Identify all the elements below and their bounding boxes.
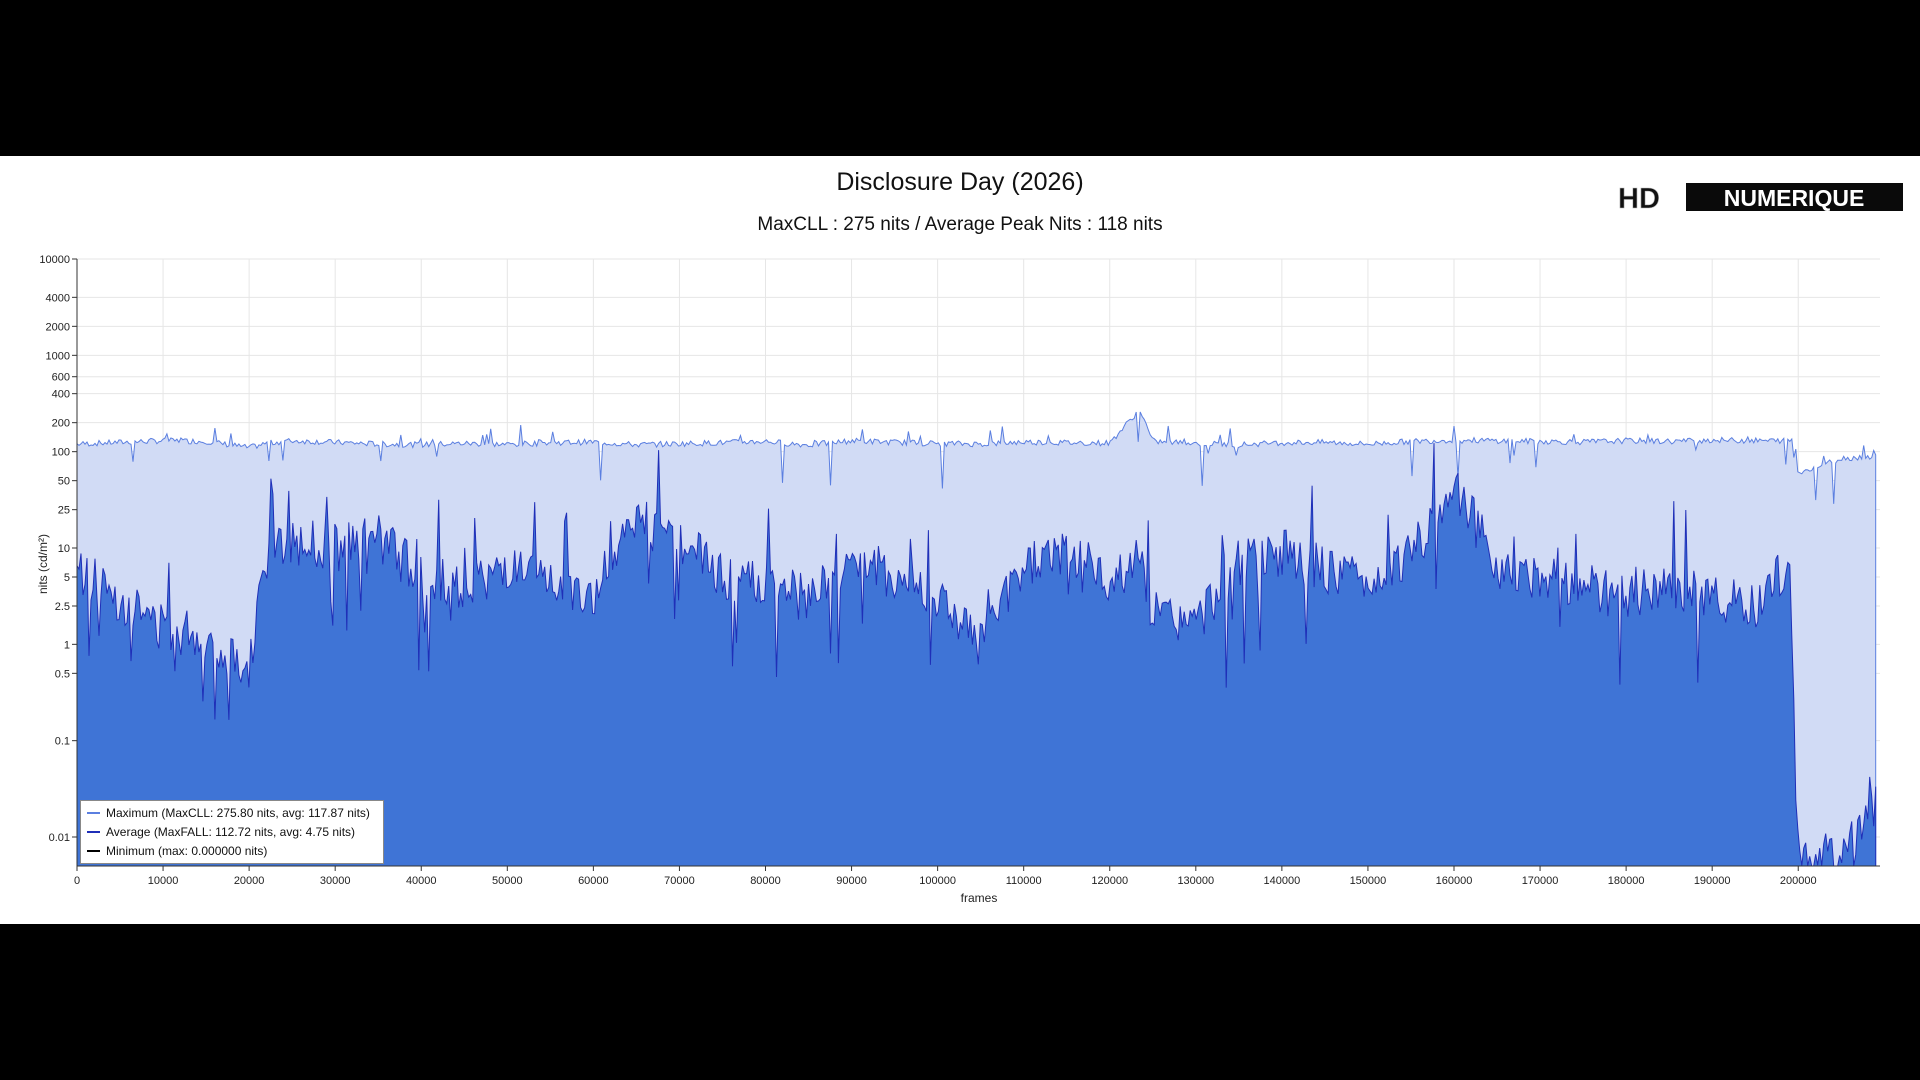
x-tick-label: 60000: [578, 875, 609, 887]
x-tick-label: 190000: [1694, 875, 1731, 887]
x-tick-label: 0: [74, 875, 80, 887]
chart-title: Disclosure Day (2026): [836, 168, 1084, 196]
y-tick-label: 400: [52, 389, 70, 401]
x-tick-label: 40000: [406, 875, 437, 887]
hd-numerique-logo: HD NUMERIQUE: [1614, 180, 1906, 214]
x-tick-label: 140000: [1264, 875, 1301, 887]
legend-swatch-maximum: [87, 812, 100, 814]
y-tick-label: 0.1: [55, 736, 70, 748]
chart-subtitle: MaxCLL : 275 nits / Average Peak Nits : …: [757, 214, 1163, 235]
y-tick-label: 10000: [39, 254, 70, 266]
x-tick-label: 50000: [492, 875, 523, 887]
axes: [76, 259, 1880, 867]
x-tick-label: 10000: [148, 875, 179, 887]
x-tick-label: 130000: [1177, 875, 1214, 887]
legend-swatch-minimum: [87, 850, 100, 852]
x-tick-label: 170000: [1522, 875, 1559, 887]
x-tick-label: 200000: [1780, 875, 1817, 887]
legend-swatch-average: [87, 831, 100, 833]
x-tick-label: 180000: [1608, 875, 1645, 887]
legend-item-average: Average (MaxFALL: 112.72 nits, avg: 4.75…: [87, 824, 355, 840]
legend-item-minimum: Minimum (max: 0.000000 nits): [87, 843, 267, 859]
x-axis-label: frames: [961, 891, 998, 905]
y-tick-label: 1000: [46, 350, 70, 362]
y-tick-label: 10: [58, 543, 70, 555]
y-tick-label: 25: [58, 505, 70, 517]
legend: Maximum (MaxCLL: 275.80 nits, avg: 117.8…: [80, 800, 384, 864]
x-tick-label: 100000: [919, 875, 956, 887]
y-tick-label: 0.01: [49, 832, 70, 844]
y-tick-label: 1: [64, 639, 70, 651]
chart-panel: Disclosure Day (2026) MaxCLL : 275 nits …: [0, 156, 1920, 924]
y-tick-label: 600: [52, 372, 70, 384]
x-tick-label: 20000: [234, 875, 265, 887]
x-ticks: 0 10000 20000 30000 40000 50000 60000 70000 8000…: [74, 866, 1817, 887]
y-tick-label: 100: [52, 447, 70, 459]
y-tick-label: 50: [58, 476, 70, 488]
logo-hd: HD: [1618, 183, 1660, 214]
x-tick-label: 80000: [750, 875, 781, 887]
x-tick-label: 120000: [1091, 875, 1128, 887]
y-tick-label: 2.5: [55, 601, 70, 613]
average-series-area: [76, 443, 1877, 867]
y-tick-label: 0.5: [55, 668, 70, 680]
legend-label-minimum: Minimum (max: 0.000000 nits): [106, 844, 268, 858]
y-ticks: 10000 4000 2000 1000 600 400 200 100 50 25 10 5 2.5 1…: [39, 254, 77, 844]
legend-label-average: Average (MaxFALL: 112.72 nits, avg: 4.75…: [106, 825, 356, 839]
logo-numerique: NUMERIQUE: [1724, 185, 1865, 211]
x-tick-label: 160000: [1436, 875, 1473, 887]
y-tick-label: 5: [64, 572, 70, 584]
y-tick-label: 200: [52, 418, 70, 430]
legend-label-maximum: Maximum (MaxCLL: 275.80 nits, avg: 117.8…: [106, 806, 370, 820]
y-tick-label: 2000: [46, 321, 70, 333]
chart-svg: 1000040002000100060040020010050251052.51…: [36, 254, 1880, 905]
x-tick-label: 70000: [664, 875, 695, 887]
y-tick-label: 4000: [46, 292, 70, 304]
average-area: [76, 443, 1877, 867]
y-axis-label: nits (cd/m²): [36, 534, 50, 594]
x-tick-label: 110000: [1006, 875, 1042, 887]
x-tick-label: 30000: [320, 875, 351, 887]
x-tick-label: 150000: [1350, 875, 1387, 887]
x-tick-label: 90000: [836, 875, 867, 887]
legend-item-maximum: Maximum (MaxCLL: 275.80 nits, avg: 117.8…: [87, 805, 370, 821]
